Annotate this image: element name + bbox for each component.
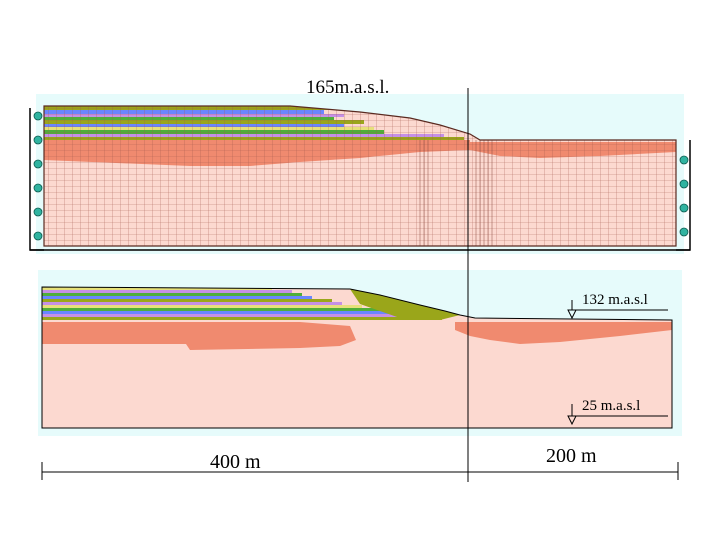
boundary-node — [33, 135, 43, 145]
distance-right-label: 200 m — [546, 445, 597, 467]
elevation-marker-132: 132 m.a.s.l — [567, 292, 668, 320]
boundary-node — [679, 203, 689, 213]
boundary-node — [679, 179, 689, 189]
right-boundary-nodes — [679, 155, 689, 237]
top-elevation-label: 165m.a.s.l. — [306, 77, 389, 98]
top-mesh-panel: 165m.a.s.l. — [29, 77, 691, 254]
boundary-node — [679, 155, 689, 165]
boundary-node — [33, 111, 43, 121]
bottom-soil-body — [42, 287, 672, 428]
boundary-node — [33, 183, 43, 193]
top-soil-outline — [43, 105, 677, 247]
bottom-soil-outline — [41, 286, 673, 429]
boundary-node — [33, 207, 43, 217]
low-elevation-label: 25 m.a.s.l — [582, 398, 640, 414]
boundary-node — [33, 231, 43, 241]
dimension-scale: 400 m 200 m — [41, 445, 679, 480]
distance-left-label: 400 m — [210, 451, 261, 473]
mid-elevation-label: 132 m.a.s.l — [582, 292, 648, 308]
boundary-node — [33, 159, 43, 169]
bottom-geology-panel: 132 m.a.s.l 25 m.a.s.l — [38, 270, 682, 436]
boundary-node — [679, 227, 689, 237]
elevation-marker-25: 25 m.a.s.l — [567, 398, 668, 426]
left-boundary-nodes — [33, 111, 43, 241]
